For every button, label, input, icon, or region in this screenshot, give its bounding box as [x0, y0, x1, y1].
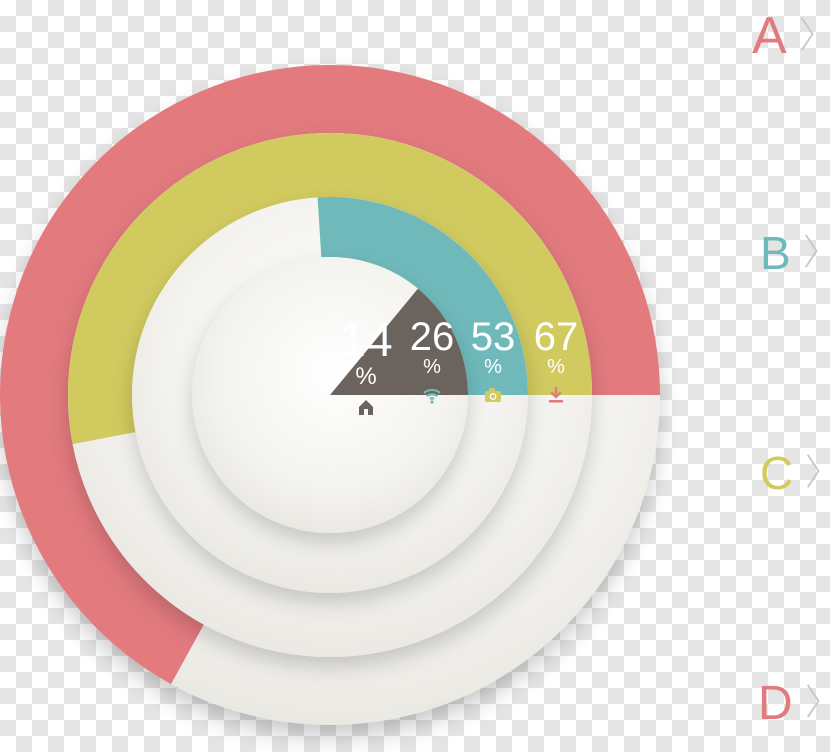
value-cell-A: 67%	[524, 317, 588, 410]
camera-icon	[462, 385, 524, 410]
chevron-right-icon	[803, 233, 823, 274]
value-percent-A: %	[524, 357, 588, 377]
value-percent-D: %	[330, 365, 402, 389]
infographic-stage: 14%26% 53% 67% A B C D	[0, 0, 830, 752]
chevron-right-icon	[799, 16, 819, 57]
chevron-right-icon	[805, 683, 825, 724]
legend-item-D[interactable]: D	[758, 676, 824, 731]
value-percent-C: %	[402, 357, 462, 377]
value-percent-B: %	[462, 357, 524, 377]
legend-item-B[interactable]: B	[760, 226, 822, 280]
legend-item-C[interactable]: C	[760, 446, 825, 500]
value-number-B: 53	[462, 317, 524, 357]
value-number-A: 67	[524, 317, 588, 357]
value-number-C: 26	[402, 317, 462, 357]
value-number-D: 14	[330, 317, 402, 365]
legend-item-A[interactable]: A	[752, 6, 818, 66]
chevron-right-icon	[805, 453, 825, 494]
value-labels-row: 14%26% 53% 67%	[330, 317, 588, 422]
home-icon	[330, 397, 402, 422]
legend-letter-B: B	[760, 226, 791, 280]
value-cell-B: 53%	[462, 317, 524, 410]
wifi-icon	[402, 385, 462, 410]
legend-letter-A: A	[752, 6, 787, 66]
legend-letter-C: C	[760, 446, 793, 500]
legend-letter-D: D	[758, 676, 793, 731]
value-cell-C: 26%	[402, 317, 462, 410]
value-cell-D: 14%	[330, 317, 402, 422]
download-icon	[524, 385, 588, 410]
